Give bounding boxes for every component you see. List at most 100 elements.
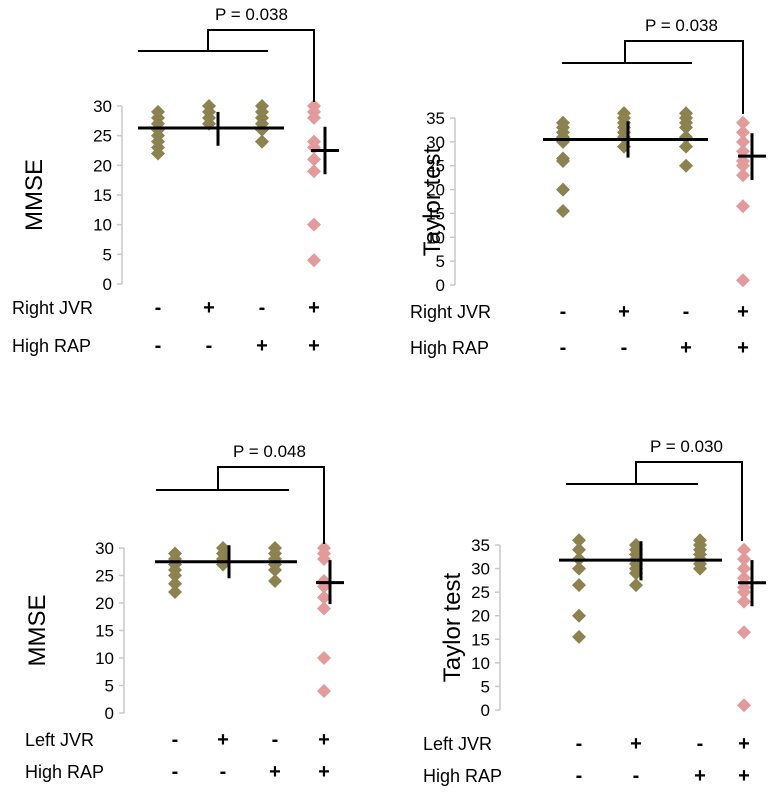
data-point [307,253,321,268]
data-point [317,684,331,698]
chart-panel-4: 0 5 10 15 20 25 30 35 Taylor test P = 0.030 Left J… [423,437,766,787]
data-point [572,608,586,623]
data-point [737,625,751,640]
data-point [317,574,331,588]
row-sign: + [308,297,320,319]
bracket-comparison [624,40,744,114]
row-sign: + [630,733,642,755]
data-point [736,168,750,183]
y-axis-label: MMSE [21,159,48,231]
bracket-comparison [217,466,325,544]
row-sign: - [683,301,690,323]
row-sign: + [738,765,750,787]
y-tick-label: 5 [481,677,490,696]
data-point [317,590,331,605]
y-tick-label: 0 [481,701,490,720]
data-point [307,134,321,149]
y-tick-label: 0 [105,704,114,723]
row-sign: - [621,337,628,359]
data-point [572,629,586,644]
y-tick-label: 5 [436,252,445,271]
data-point [307,99,321,113]
row-sign: + [618,301,630,323]
data-point [317,541,331,555]
data-point [168,576,182,591]
row-sign: - [697,733,704,755]
y-tick-label: 25 [471,583,490,602]
row-sign: - [560,301,567,323]
y-axis-label: Taylor test [439,572,466,682]
row-sign: + [203,297,215,319]
row-sign: + [694,765,706,787]
p-value-label: P = 0.038 [215,5,288,24]
row-label: High RAP [423,766,502,786]
row-sign: - [172,761,179,783]
data-point [151,104,165,119]
data-point [317,651,331,665]
data-point [268,574,282,588]
row-sign: + [217,729,229,751]
chart-panel-2: 0 5 10 15 20 25 30 35 Taylor test P = 0.038 Right … [410,16,766,359]
data-point [556,182,570,197]
p-value-label: P = 0.030 [650,437,723,456]
row-sign: + [308,335,320,357]
data-point [307,217,321,232]
y-tick-label: 0 [436,276,445,295]
y-tick-label: 30 [471,560,490,579]
data-point [737,542,751,557]
row-sign: - [206,335,213,357]
chart-panel-3: 0 5 10 15 20 25 30 MMSE P = 0.048 Left JVR - + - + Hig… [24,442,344,783]
data-point [202,99,216,113]
row-sign: + [318,729,330,751]
y-tick-label: 25 [93,127,112,146]
data-point [679,139,693,154]
data-point [317,601,331,616]
p-value-label: P = 0.048 [233,442,306,461]
y-axis-label: MMSE [24,595,51,667]
y-tick-label: 15 [426,204,445,223]
bracket-comparison [207,29,315,102]
data-point [556,115,570,130]
data-point [679,106,693,121]
row-sign: - [576,765,583,787]
y-tick-label: 15 [471,630,490,649]
row-sign: + [680,337,692,359]
data-point [255,99,269,113]
data-point [307,164,321,179]
row-label: Left JVR [25,730,94,750]
y-tick-label: 20 [95,594,114,613]
data-point [736,273,750,288]
row-sign: + [318,761,330,783]
y-tick-label: 15 [93,186,112,205]
row-sign: - [155,297,162,319]
p-value-label: P = 0.038 [645,16,718,35]
row-label: Right JVR [12,298,93,318]
y-tick-label: 35 [426,109,445,128]
y-tick-label: 10 [93,216,112,235]
y-tick-label: 20 [93,156,112,175]
row-sign: - [560,337,567,359]
data-point [168,585,182,599]
data-point [168,546,182,561]
row-label: Right JVR [410,302,491,322]
y-tick-label: 10 [426,228,445,247]
data-point [737,552,751,567]
row-label: Left JVR [423,734,492,754]
y-tick-label: 10 [471,654,490,673]
y-tick-label: 30 [426,133,445,152]
y-axis-label: Taylor test [419,146,446,256]
row-sign: + [256,335,268,357]
row-label: High RAP [410,338,489,358]
data-point [572,578,586,593]
data-point [737,594,751,609]
data-point [556,204,570,219]
data-point [693,533,707,548]
row-label: High RAP [25,762,104,782]
data-point [572,542,586,557]
data-point [737,698,751,713]
y-tick-label: 20 [471,607,490,626]
y-tick-label: 10 [95,649,114,668]
y-tick-label: 5 [103,245,112,264]
row-sign: - [272,729,279,751]
